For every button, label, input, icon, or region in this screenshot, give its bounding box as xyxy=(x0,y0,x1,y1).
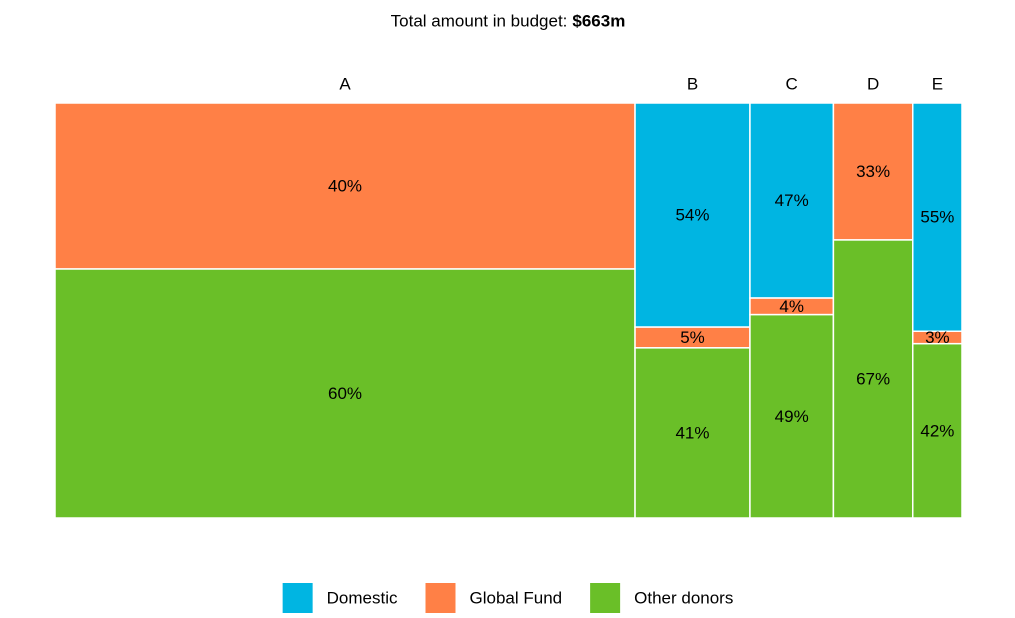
segment xyxy=(634,102,751,328)
data-label: 47% xyxy=(775,191,809,210)
column-label: C xyxy=(786,74,798,93)
data-label: 5% xyxy=(680,328,705,347)
column-label: E xyxy=(932,74,943,93)
segment xyxy=(54,102,636,270)
legend-label: Other donors xyxy=(634,588,733,607)
chart-total: $663m xyxy=(572,11,625,30)
segment xyxy=(912,342,963,519)
chart-title: Total amount in budget: xyxy=(391,11,568,30)
legend-swatch xyxy=(425,583,456,613)
segment xyxy=(832,102,914,241)
segment xyxy=(832,239,914,519)
data-label: 40% xyxy=(328,176,362,195)
legend-swatch xyxy=(590,583,621,613)
data-label: 60% xyxy=(328,384,362,403)
column-label: B xyxy=(687,74,698,93)
data-label: 42% xyxy=(920,421,954,440)
segment xyxy=(634,347,751,519)
data-label: 33% xyxy=(856,162,890,181)
data-label: 67% xyxy=(856,369,890,388)
data-label: 55% xyxy=(920,208,954,227)
legend-swatch xyxy=(282,583,313,613)
legend-label: Global Fund xyxy=(470,588,563,607)
data-label: 3% xyxy=(925,328,950,347)
legend-label: Domestic xyxy=(327,588,398,607)
segment xyxy=(54,268,636,519)
segment xyxy=(749,313,835,519)
column-label: D xyxy=(867,74,879,93)
column-label: A xyxy=(339,74,351,93)
data-label: 41% xyxy=(675,423,709,442)
data-label: 4% xyxy=(779,297,804,316)
data-label: 49% xyxy=(775,407,809,426)
data-label: 54% xyxy=(675,206,709,225)
